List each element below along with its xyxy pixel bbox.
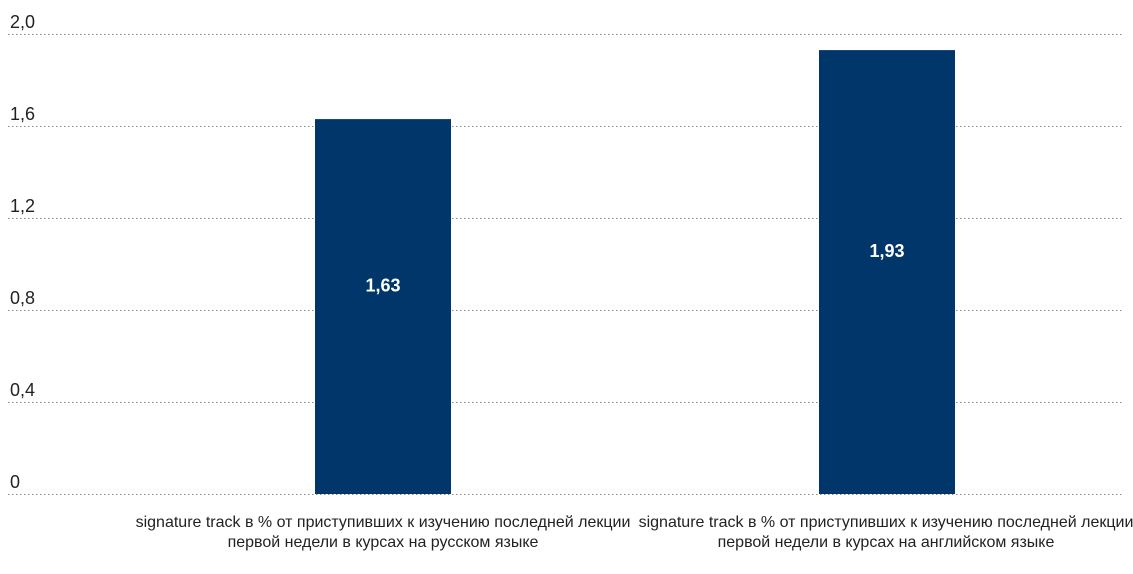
bar-value-label: 1,93 [869, 241, 904, 261]
data-labels: 1,63 1,93 [365, 241, 904, 295]
y-tick-label: 1,2 [10, 196, 35, 216]
bar [315, 119, 451, 494]
y-tick-label: 1,6 [10, 104, 35, 124]
y-tick-label: 0,4 [10, 380, 35, 400]
y-axis-tick-labels: 0 0,4 0,8 1,2 1,6 2,0 [10, 12, 35, 492]
y-tick-label: 0 [10, 472, 20, 492]
category-label-english: signature track в % от приступивших к из… [638, 514, 1133, 551]
bar-value-label: 1,63 [365, 275, 400, 295]
y-tick-label: 2,0 [10, 12, 35, 32]
bars [315, 50, 955, 494]
y-tick-label: 0,8 [10, 288, 35, 308]
bar [819, 50, 955, 494]
category-label-russian: signature track в % от приступивших к из… [135, 514, 631, 551]
